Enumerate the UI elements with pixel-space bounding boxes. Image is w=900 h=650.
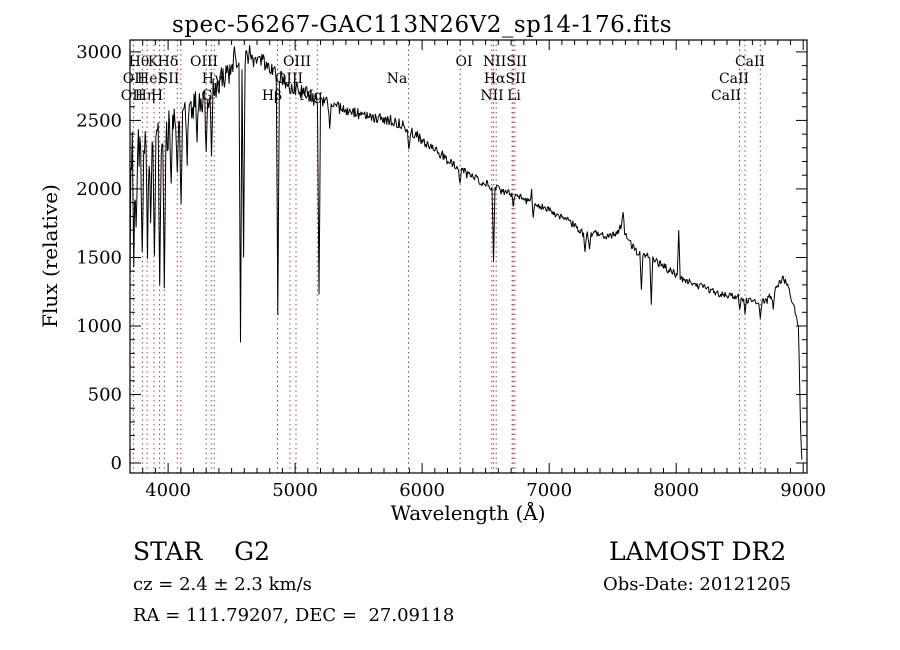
x-tick-label: 5000 (272, 480, 318, 501)
line-label: HαSII (484, 71, 526, 87)
object-classification: STAR G2 (133, 537, 270, 566)
y-tick-label: 2500 (76, 110, 122, 131)
line-label: G (201, 88, 212, 104)
line-label: OII (121, 88, 144, 104)
y-tick-label: 3000 (76, 42, 122, 63)
x-tick-label: 6000 (399, 480, 445, 501)
line-label: NII (480, 88, 503, 104)
line-label: OIII (275, 71, 303, 87)
line-label: Hη (135, 88, 156, 104)
plot-title: spec-56267-GAC113N26V2_sp14-176.fits (171, 12, 673, 38)
line-label: Hθ (129, 54, 150, 70)
line-label: K (148, 54, 159, 70)
y-tick-label: 1000 (76, 316, 122, 337)
line-label: SII (159, 71, 180, 87)
y-axis-label: Flux (relative) (38, 184, 62, 328)
plot-root: 4000 5000 6000 7000 8000 9000 0 500 1000 1500 2000… (76, 39, 826, 501)
line-label: OIII (190, 54, 218, 70)
plot-box (129, 39, 808, 474)
line-label: OIII (283, 54, 311, 70)
y-tick-label: 0 (111, 453, 122, 474)
x-tick-label: 9000 (780, 480, 826, 501)
line-label: CaII (711, 88, 741, 104)
line-label: H (151, 88, 163, 104)
line-label: Hγ (202, 71, 223, 87)
line-label: Hβ (262, 88, 282, 104)
line-label: HeI (137, 71, 163, 87)
obs-date: Obs-Date: 20121205 (603, 574, 792, 595)
line-label: CaII (735, 54, 765, 70)
radial-velocity: cz = 2.4 ± 2.3 km/s (133, 574, 312, 595)
line-label: Mg (299, 88, 322, 104)
line-label: Hδ (158, 54, 179, 70)
spectrum-line (129, 45, 803, 460)
survey-release: LAMOST DR2 (609, 537, 787, 566)
line-label: CaII (719, 71, 749, 87)
y-tick-label: 500 (88, 385, 122, 406)
coordinates: RA = 111.79207, DEC = 27.09118 (133, 605, 455, 626)
y-tick-label: 1500 (76, 248, 122, 269)
x-tick-label: 8000 (653, 480, 699, 501)
y-tick-label: 2000 (76, 179, 122, 200)
x-tick-label: 4000 (145, 480, 191, 501)
x-axis-label: Wavelength (Å) (390, 501, 546, 525)
line-label: OII (123, 71, 146, 87)
x-tick-label: 7000 (526, 480, 572, 501)
line-label: OI (455, 54, 472, 70)
line-label: NIISII (483, 54, 527, 70)
line-label: Li (507, 88, 521, 104)
line-label: Na (387, 71, 408, 87)
